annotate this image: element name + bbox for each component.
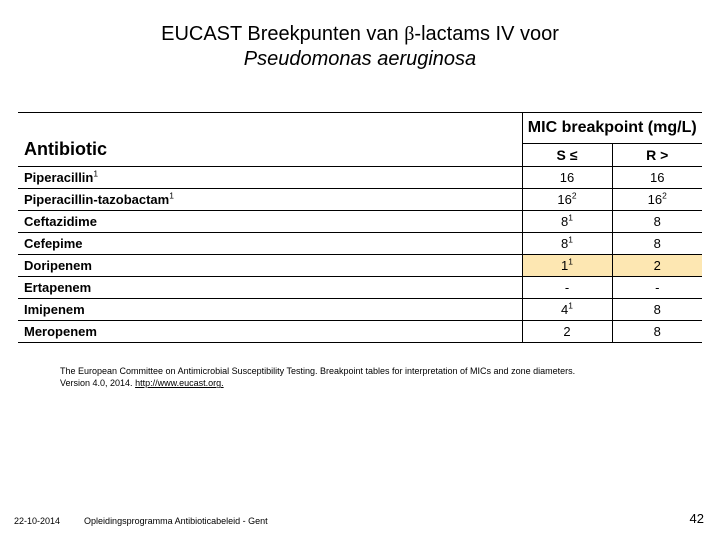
title-post: -lactams IV voor (414, 23, 558, 45)
table-row: Piperacillin-tazobactam1162162 (18, 189, 702, 211)
r-value-cell: 8 (612, 211, 702, 233)
col-subheader-s: S ≤ (522, 144, 612, 167)
antibiotic-name-cell: Meropenem (18, 321, 522, 343)
title-organism: Pseudomonas aeruginosa (0, 47, 720, 72)
r-value-cell: 8 (612, 233, 702, 255)
breakpoint-table-container: Antibiotic MIC breakpoint (mg/L) S ≤ R >… (18, 112, 702, 343)
footer-page-number: 42 (690, 511, 704, 526)
r-value-cell: - (612, 277, 702, 299)
table-row: Cefepime818 (18, 233, 702, 255)
antibiotic-name-cell: Piperacillin-tazobactam1 (18, 189, 522, 211)
table-row: Ceftazidime818 (18, 211, 702, 233)
antibiotic-name-cell: Ceftazidime (18, 211, 522, 233)
antibiotic-name-cell: Imipenem (18, 299, 522, 321)
r-value-cell: 162 (612, 189, 702, 211)
col-header-mic: MIC breakpoint (mg/L) (522, 113, 702, 144)
s-value-cell: 41 (522, 299, 612, 321)
s-value-cell: 11 (522, 255, 612, 277)
antibiotic-name-cell: Piperacillin1 (18, 167, 522, 189)
r-value-cell: 8 (612, 299, 702, 321)
r-value-cell: 16 (612, 167, 702, 189)
footer-program: Opleidingsprogramma Antibioticabeleid - … (84, 516, 268, 526)
title-pre: EUCAST Breekpunten van (161, 23, 404, 45)
citation-link: http://www.eucast.org. (135, 378, 224, 388)
citation-text2-pre: Version 4.0, 2014. (60, 378, 135, 388)
footer-date: 22-10-2014 (14, 516, 60, 526)
table-row: Ertapenem-- (18, 277, 702, 299)
table-body: Piperacillin11616Piperacillin-tazobactam… (18, 167, 702, 343)
s-value-cell: 81 (522, 211, 612, 233)
col-header-antibiotic: Antibiotic (18, 113, 522, 167)
title-beta: β (404, 23, 414, 45)
r-value-cell: 8 (612, 321, 702, 343)
antibiotic-name-cell: Cefepime (18, 233, 522, 255)
s-value-cell: 2 (522, 321, 612, 343)
table-row: Doripenem112 (18, 255, 702, 277)
table-row: Imipenem418 (18, 299, 702, 321)
citation-block: The European Committee on Antimicrobial … (60, 365, 684, 389)
table-row: Meropenem28 (18, 321, 702, 343)
slide-title: EUCAST Breekpunten van β-lactams IV voor… (0, 0, 720, 72)
s-value-cell: 81 (522, 233, 612, 255)
s-value-cell: 162 (522, 189, 612, 211)
breakpoint-table: Antibiotic MIC breakpoint (mg/L) S ≤ R >… (18, 112, 702, 343)
citation-text1: The European Committee on Antimicrobial … (60, 366, 575, 376)
col-subheader-r: R > (612, 144, 702, 167)
slide-footer: 22-10-2014 Opleidingsprogramma Antibioti… (0, 516, 720, 526)
table-row: Piperacillin11616 (18, 167, 702, 189)
antibiotic-name-cell: Ertapenem (18, 277, 522, 299)
s-value-cell: 16 (522, 167, 612, 189)
s-value-cell: - (522, 277, 612, 299)
antibiotic-name-cell: Doripenem (18, 255, 522, 277)
r-value-cell: 2 (612, 255, 702, 277)
